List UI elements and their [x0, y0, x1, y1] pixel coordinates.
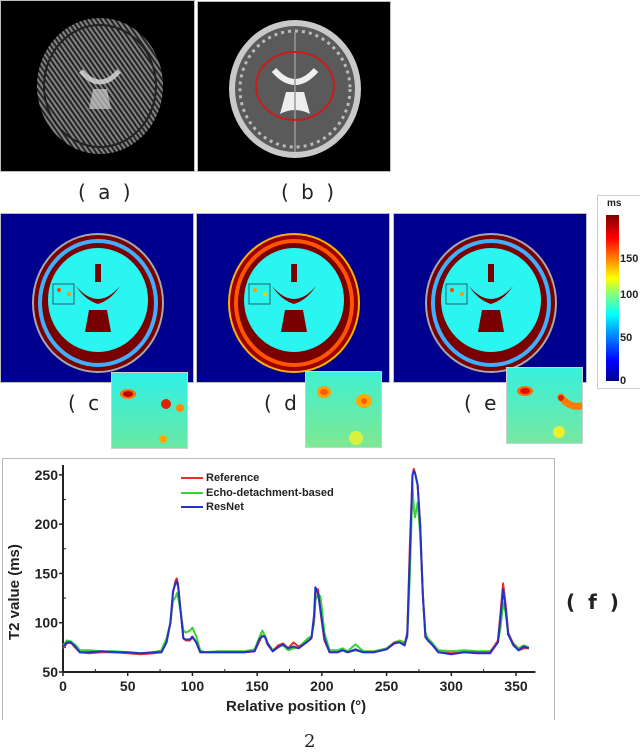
panel-c-t2-map [0, 213, 194, 383]
colorbar-tick-50: 50 [620, 332, 633, 344]
colorbar: ms 150 100 50 0 [597, 195, 640, 389]
colorbar-unit: ms [607, 198, 622, 209]
t2-map-resnet [425, 233, 557, 373]
x-tick-label: 0 [59, 678, 67, 694]
x-tick-label: 50 [120, 678, 136, 694]
panel-b-label: ( b ) [281, 180, 338, 204]
legend-item-resnet: ResNet [181, 500, 334, 514]
brain-mri-undersampled [37, 18, 163, 154]
legend-item-reference: Reference [181, 471, 334, 485]
y-axis-label-text: T2 value (ms) [6, 544, 23, 640]
panel-c-label: ( c ) [68, 391, 123, 415]
page-number-fragment: 2 [304, 731, 316, 752]
x-tick-label: 300 [440, 678, 464, 694]
x-tick-label: 350 [504, 678, 528, 694]
y-tick-label: 50 [42, 664, 58, 680]
panel-a-label: ( a ) [78, 180, 134, 204]
inset-echo-detachment [306, 372, 381, 447]
x-axis-label: Relative position (°) [226, 698, 367, 715]
y-tick-label: 100 [35, 615, 59, 631]
legend-label-echo: Echo-detachment-based [206, 486, 334, 499]
series-line-resnet [62, 469, 530, 656]
inset-reference [112, 373, 187, 448]
colorbar-gradient [606, 215, 619, 381]
legend-label-reference: Reference [206, 472, 260, 484]
t2-map-reference [32, 233, 164, 373]
brain-mri-reference [229, 20, 361, 158]
colorbar-tick-150: 150 [620, 253, 639, 265]
inset-resnet [507, 368, 582, 443]
y-axis-label: T2 value (ms) [6, 544, 23, 640]
x-tick-label: 100 [181, 678, 205, 694]
y-tick-label: 150 [35, 565, 59, 581]
panel-e-t2-map [393, 213, 587, 383]
roi-circle [255, 51, 335, 121]
panel-d-zoom-inset [305, 371, 382, 448]
x-tick-label: 200 [310, 678, 334, 694]
t2-map-echo-detachment [228, 233, 360, 373]
legend-line-resnet [181, 506, 203, 508]
panel-e-zoom-inset [506, 367, 583, 444]
panel-c-zoom-inset [111, 372, 188, 449]
x-tick-label: 150 [245, 678, 269, 694]
y-tick-label: 250 [35, 467, 59, 483]
y-tick-label: 200 [35, 516, 59, 532]
panel-a-image [0, 0, 195, 172]
panel-d-t2-map [196, 213, 390, 383]
legend-line-reference [181, 477, 203, 479]
legend-item-echo: Echo-detachment-based [181, 485, 334, 500]
line-chart-frame [2, 458, 555, 720]
legend-label-resnet: ResNet [206, 501, 244, 513]
panel-b-image [197, 1, 391, 172]
legend-line-echo [181, 491, 203, 494]
colorbar-tick-100: 100 [620, 289, 639, 301]
colorbar-tick-0: 0 [620, 375, 627, 387]
chart-legend: Reference Echo-detachment-based ResNet [181, 471, 334, 514]
panel-f-label: ( f ) [566, 590, 622, 614]
x-tick-label: 250 [375, 678, 399, 694]
